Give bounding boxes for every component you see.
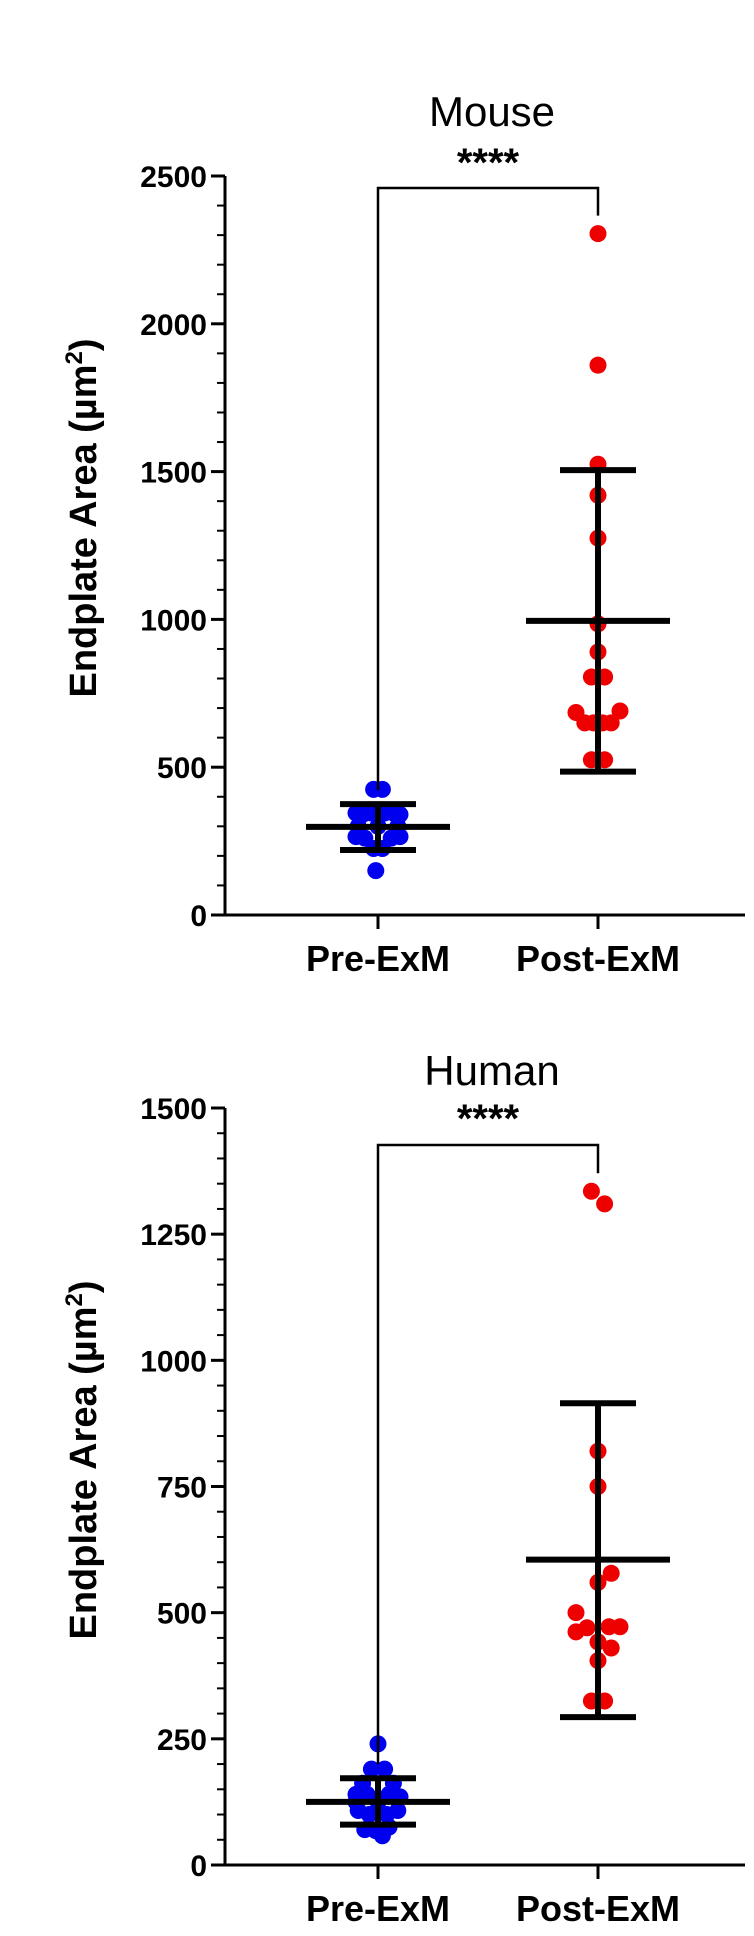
significance-bracket xyxy=(376,1143,600,1765)
y-axis-label-superscript: 2 xyxy=(61,1293,88,1306)
data-point xyxy=(589,225,607,243)
y-axis-label-close: ) xyxy=(63,1280,105,1293)
y-axis-label-superscript: 2 xyxy=(61,351,88,364)
data-point xyxy=(602,1564,620,1582)
y-tick-label: 1500 xyxy=(140,457,207,490)
data-point xyxy=(373,780,391,798)
y-axis-label-main: Endplate Area (µm xyxy=(63,1307,105,1640)
data-point xyxy=(367,862,385,880)
y-tick-label: 1000 xyxy=(140,1345,207,1378)
human-panel: Human Endplate Area (µm2) 0 250 500 750 1000… xyxy=(61,1047,745,1929)
data-point xyxy=(611,702,629,720)
y-tick-label: 0 xyxy=(190,1850,207,1883)
data-point xyxy=(600,1618,618,1636)
significance-label: **** xyxy=(457,1097,520,1141)
y-tick-label: 500 xyxy=(157,1598,207,1631)
data-point xyxy=(596,1195,614,1213)
data-point xyxy=(602,1639,620,1657)
y-axis-label: Endplate Area (µm2) xyxy=(61,338,105,697)
x-tick-label: Pre-ExM xyxy=(306,1888,450,1929)
data-point xyxy=(376,1760,394,1778)
y-tick-label: 2500 xyxy=(140,161,207,194)
data-point xyxy=(567,1604,585,1622)
data-point xyxy=(578,1619,596,1637)
y-axis-label-close: ) xyxy=(63,338,105,351)
chart-title: Human xyxy=(424,1047,559,1094)
data-point xyxy=(373,1827,391,1845)
y-tick-label: 2000 xyxy=(140,309,207,342)
y-tick-label: 750 xyxy=(157,1472,207,1505)
y-tick-label: 1250 xyxy=(140,1219,207,1252)
significance-bracket xyxy=(376,186,600,791)
data-point xyxy=(360,1806,378,1824)
y-axis-label: Endplate Area (µm2) xyxy=(61,1280,105,1639)
y-tick-label: 250 xyxy=(157,1724,207,1757)
y-axis-label-main: Endplate Area (µm xyxy=(63,365,105,698)
y-tick-label: 500 xyxy=(157,752,207,785)
data-point xyxy=(589,356,607,374)
data-point xyxy=(582,1182,600,1200)
mouse-panel: Mouse Endplate Area (µm2) 0 500 1000 1500 20… xyxy=(61,88,745,979)
y-tick-label: 0 xyxy=(190,900,207,933)
y-tick-label: 1000 xyxy=(140,604,207,637)
x-tick-label: Pre-ExM xyxy=(306,938,450,979)
data-point xyxy=(389,1801,407,1819)
data-point xyxy=(362,1760,380,1778)
data-point xyxy=(602,714,620,732)
x-tick-label: Post-ExM xyxy=(516,1888,680,1929)
data-point xyxy=(391,828,409,846)
x-tick-label: Post-ExM xyxy=(516,938,680,979)
chart-title: Mouse xyxy=(429,88,555,135)
significance-label: **** xyxy=(457,141,520,185)
y-tick-label: 1500 xyxy=(140,1093,207,1126)
